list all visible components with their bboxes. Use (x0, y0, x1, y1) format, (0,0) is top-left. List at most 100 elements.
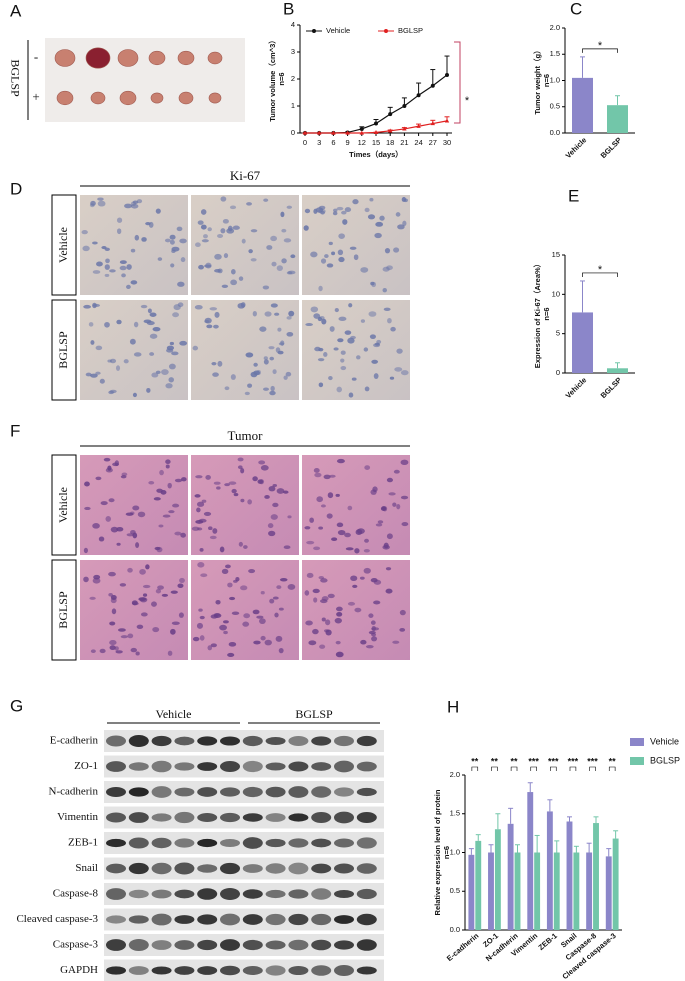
band (174, 787, 195, 797)
band (151, 966, 172, 975)
nucleus (103, 457, 111, 462)
band (220, 787, 240, 797)
nucleus (165, 383, 173, 389)
nucleus (246, 202, 252, 206)
band (242, 813, 263, 822)
nucleus (252, 609, 260, 615)
significance-bracket (582, 48, 618, 53)
nucleus (90, 649, 96, 653)
nucleus (158, 524, 164, 528)
nucleus (176, 226, 183, 232)
nucleus (224, 386, 230, 391)
nucleus (394, 367, 403, 372)
nucleus (329, 326, 335, 332)
nucleus (159, 469, 164, 476)
band (128, 812, 149, 823)
nucleus (152, 326, 161, 332)
nucleus (174, 478, 183, 483)
band (174, 811, 195, 824)
band (128, 889, 149, 899)
nucleus (310, 306, 319, 313)
nucleus (109, 269, 116, 273)
nucleus (397, 224, 405, 230)
nucleus (373, 600, 381, 605)
nucleus (250, 258, 257, 262)
band (197, 864, 218, 873)
x-tick-label: 12 (358, 138, 366, 147)
nucleus (371, 281, 377, 288)
nucleus (85, 372, 92, 377)
significance-bracket (471, 766, 479, 771)
point (430, 121, 435, 126)
nucleus (259, 326, 267, 332)
band (106, 812, 126, 823)
nucleus (84, 506, 91, 511)
row-label: Vehicle (56, 487, 70, 523)
band (311, 939, 332, 951)
nucleus (340, 366, 347, 371)
band (174, 736, 195, 746)
panel-letter: G (10, 696, 23, 715)
tumor (54, 49, 76, 67)
nucleus (364, 386, 370, 392)
nucleus (364, 538, 369, 543)
nucleus (310, 251, 318, 258)
y-axis-label: Relative expression level of protein (433, 789, 442, 915)
nucleus (278, 342, 285, 346)
nucleus (177, 583, 184, 589)
band (220, 862, 240, 875)
nucleus (197, 220, 204, 225)
tumor (119, 90, 137, 106)
bar (494, 829, 501, 930)
band (265, 965, 286, 976)
nucleus (104, 264, 110, 270)
nucleus (146, 321, 155, 326)
band (151, 813, 172, 822)
nucleus (371, 359, 379, 364)
nucleus (396, 503, 401, 510)
bar (572, 312, 593, 373)
nucleus (140, 612, 148, 617)
band (151, 786, 172, 798)
band (288, 813, 309, 822)
nucleus (238, 276, 244, 281)
nucleus (276, 585, 282, 590)
nucleus (371, 625, 376, 632)
nucleus (92, 523, 100, 529)
nucleus (270, 235, 278, 242)
x-tick-label: 21 (400, 138, 408, 147)
nucleus (170, 263, 175, 268)
nucleus (179, 340, 188, 346)
nucleus (303, 225, 309, 231)
band (311, 913, 332, 926)
nucleus (400, 495, 409, 500)
nucleus (372, 486, 378, 493)
nucleus (389, 376, 395, 380)
nucleus (350, 575, 358, 582)
nucleus (97, 197, 104, 201)
nucleus (253, 362, 258, 367)
band (220, 965, 240, 976)
nucleus (92, 270, 101, 274)
nucleus (270, 514, 278, 520)
band (197, 787, 218, 797)
nucleus (237, 457, 244, 462)
nucleus (98, 536, 105, 542)
nucleus (224, 483, 230, 487)
nucleus (130, 280, 138, 285)
nucleus (229, 205, 237, 210)
nucleus (342, 219, 348, 225)
nucleus (268, 346, 275, 350)
tumor (148, 50, 166, 66)
bar (527, 792, 534, 930)
tumor (208, 92, 222, 104)
nucleus (101, 246, 107, 250)
row-label: BGLSP (56, 331, 70, 369)
nucleus (174, 531, 182, 536)
significance-bracket (550, 766, 557, 771)
bar (514, 852, 521, 930)
micrograph (80, 195, 188, 295)
nucleus (314, 472, 322, 478)
nucleus (283, 238, 292, 243)
tumor (177, 50, 195, 66)
